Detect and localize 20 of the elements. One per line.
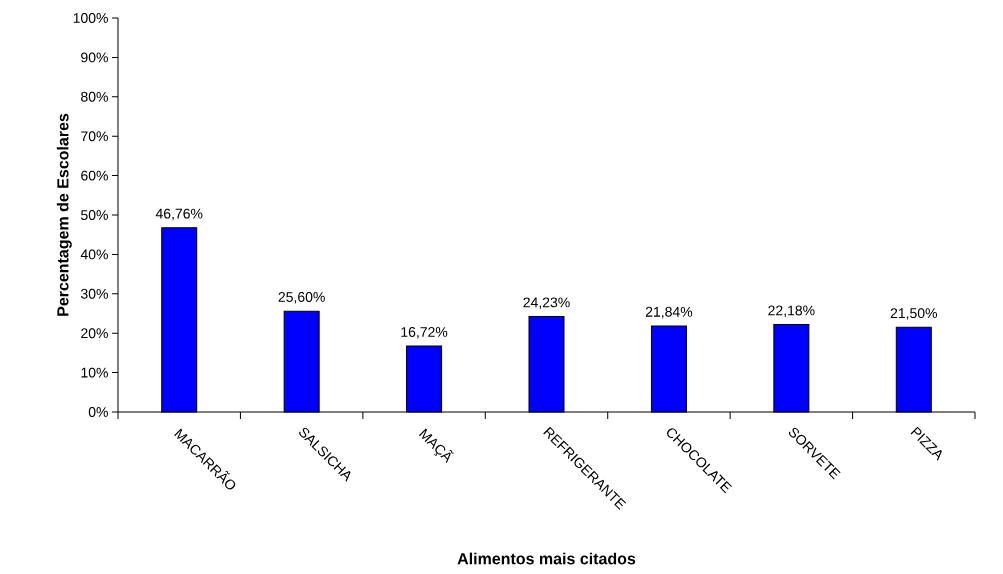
data-label: 21,84% <box>645 306 693 319</box>
data-label: 24,23% <box>523 297 570 309</box>
y-tick-label: 30% <box>80 288 108 299</box>
y-tick-label: 60% <box>81 170 108 181</box>
y-tick-label: 90% <box>81 52 108 63</box>
y-tick-label: 80% <box>81 91 108 102</box>
y-tick-label: 0% <box>88 407 108 417</box>
y-tick-label: 70% <box>81 131 108 142</box>
y-axis-title: Percentagem de Escolares <box>56 113 72 316</box>
data-label: 46,76% <box>155 208 203 221</box>
data-label: 16,72% <box>401 327 448 339</box>
y-tick-label: 50% <box>81 210 108 220</box>
y-tick-label: 10% <box>81 367 108 378</box>
data-label: 21,50% <box>890 308 938 320</box>
y-tick-label: 100% <box>73 13 108 23</box>
y-tick-label: 20% <box>81 328 108 339</box>
x-axis-title: Alimentos mais citados <box>457 552 636 565</box>
y-tick-label: 40% <box>80 249 108 260</box>
data-label: 25,60% <box>278 292 325 304</box>
data-label: 22,18% <box>768 305 815 318</box>
